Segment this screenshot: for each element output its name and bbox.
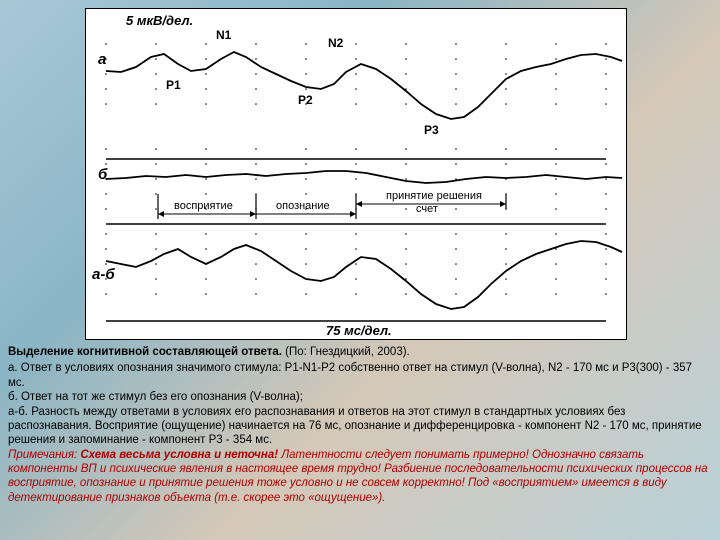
trace-a-label: a xyxy=(98,51,106,68)
caption-line-a: а. Ответ в условиях опознания значимого … xyxy=(8,361,712,390)
note-prefix: Примечания: xyxy=(8,449,77,461)
trace-a-group: a N1 P1 N2 P2 P3 xyxy=(98,28,622,137)
caption-title-rest: (По: Гнездицкий, 2003). xyxy=(282,346,410,358)
peak-p1: P1 xyxy=(166,78,181,92)
trace-b-line xyxy=(106,171,622,183)
phase-decision: принятие решения xyxy=(386,190,482,202)
caption-note: Примечания: Схема весьма условна и неточ… xyxy=(8,448,712,506)
trace-a-line xyxy=(106,52,622,119)
peak-n2: N2 xyxy=(328,36,344,50)
trace-ab-group: а-б xyxy=(92,241,622,309)
trace-ab-line xyxy=(106,241,622,309)
phase-perception: восприятие xyxy=(174,200,233,212)
peak-p2: P2 xyxy=(298,93,313,107)
caption-title-bold: Выделение когнитивной составляющей ответ… xyxy=(8,346,282,358)
x-axis-label: 75 мс/дел. xyxy=(326,323,392,338)
peak-p3: P3 xyxy=(424,123,439,137)
caption-line-ab: а-б. Разность между ответами в условиях … xyxy=(8,405,712,448)
phase-markers: восприятие опознание принятие решения сч… xyxy=(158,190,506,219)
phase-count: счет xyxy=(416,203,438,215)
trace-b-label: б xyxy=(98,166,108,183)
trace-b-group: б xyxy=(98,166,622,183)
trace-ab-label: а-б xyxy=(92,266,115,283)
caption-title-line: Выделение когнитивной составляющей ответ… xyxy=(8,345,712,359)
note-bold: Схема весьма условна и неточна! xyxy=(77,449,278,461)
caption-block: Выделение когнитивной составляющей ответ… xyxy=(8,345,712,505)
caption-line-b: б. Ответ на тот же стимул без его опозна… xyxy=(8,390,712,404)
erp-chart-panel: 5 мкВ/дел. 75 мс/дел. a N1 P1 N2 P2 P3 б xyxy=(85,8,627,340)
phase-recognition: опознание xyxy=(276,200,330,212)
erp-chart-svg: 5 мкВ/дел. 75 мс/дел. a N1 P1 N2 P2 P3 б xyxy=(86,9,626,339)
y-axis-label: 5 мкВ/дел. xyxy=(126,13,193,28)
peak-n1: N1 xyxy=(216,28,232,42)
